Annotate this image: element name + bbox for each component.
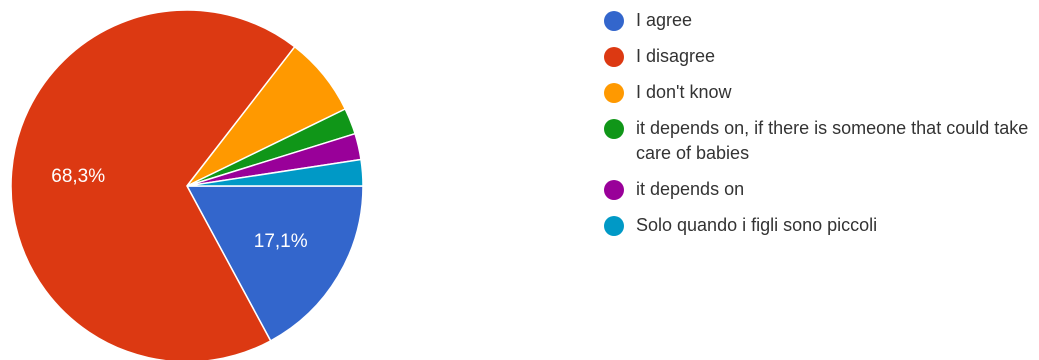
legend-item-0: I agree bbox=[598, 8, 1038, 33]
legend-item-1: I disagree bbox=[598, 44, 1038, 69]
legend-swatch-2 bbox=[604, 83, 624, 103]
legend-item-5: Solo quando i figli sono piccoli bbox=[598, 213, 1038, 238]
legend-label-5: Solo quando i figli sono piccoli bbox=[636, 215, 878, 235]
chart-legend: I agree I disagree I don't know it depends … bbox=[598, 8, 1038, 249]
pie-slice-5 bbox=[186, 158, 364, 187]
legend-swatch-0 bbox=[604, 11, 624, 31]
pie-slice-label-0: 17,1% bbox=[254, 231, 308, 252]
legend-swatch-3 bbox=[604, 119, 624, 139]
legend-item-3: it depends on, if there is someone that … bbox=[598, 116, 1038, 166]
legend-label-1: I disagree bbox=[636, 46, 716, 66]
legend-item-2: I don't know bbox=[598, 80, 1038, 105]
legend-label-2: I don't know bbox=[636, 82, 732, 102]
legend-swatch-1 bbox=[604, 47, 624, 67]
pie-slice-1 bbox=[10, 9, 296, 360]
pie-slice-0 bbox=[185, 185, 364, 342]
legend-swatch-5 bbox=[604, 216, 624, 236]
pie-chart: 17,1% 68,3% bbox=[10, 9, 364, 360]
legend-swatch-4 bbox=[604, 180, 624, 200]
legend-label-4: it depends on bbox=[636, 179, 745, 199]
legend-label-0: I agree bbox=[636, 10, 693, 30]
legend-label-3: it depends on, if there is someone that … bbox=[636, 118, 1029, 163]
legend-item-4: it depends on bbox=[598, 177, 1038, 202]
pie-slice-label-1: 68,3% bbox=[51, 166, 105, 187]
